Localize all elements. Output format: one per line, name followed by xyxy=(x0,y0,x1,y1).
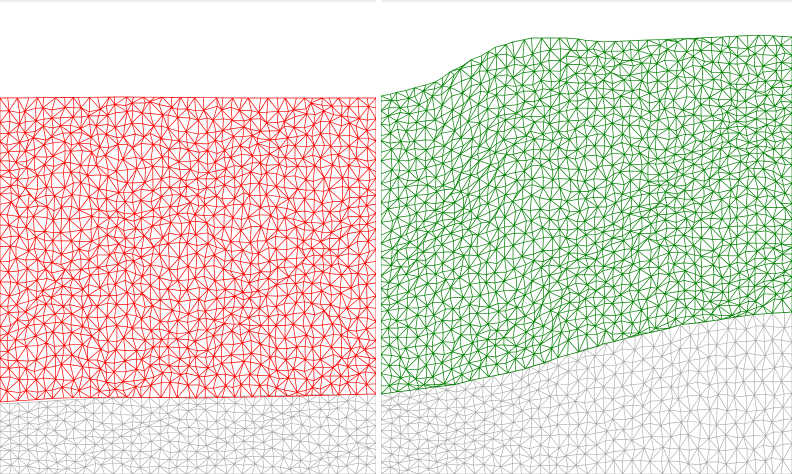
right-terrain-wireframe xyxy=(380,34,792,395)
panel-divider xyxy=(376,0,381,474)
left-ground-wireframe xyxy=(0,393,377,474)
left-terrain-wireframe xyxy=(0,96,377,403)
right-ground-mesh xyxy=(380,311,792,474)
right-terrain-mesh xyxy=(380,34,792,395)
left-ground-mesh xyxy=(0,393,377,474)
right-ground-wireframe xyxy=(380,311,792,474)
left-terrain-mesh xyxy=(0,96,377,403)
top-rule xyxy=(0,0,792,2)
